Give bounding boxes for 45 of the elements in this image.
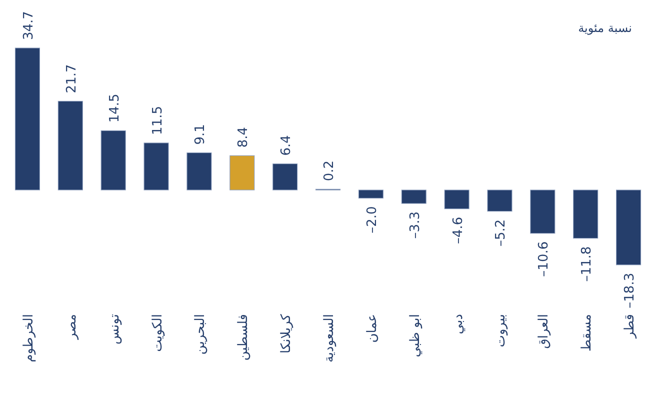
x-tick-label: الخرطوم — [21, 314, 36, 362]
data-label: 34.7 — [21, 11, 36, 40]
bar — [272, 164, 298, 190]
data-label: –3.3 — [408, 212, 423, 239]
x-tick-label: قطر — [622, 314, 638, 340]
bar — [401, 190, 426, 204]
x-tick-label: البحرين — [193, 314, 208, 355]
data-label: –5.2 — [494, 219, 509, 246]
data-label: 6.4 — [279, 135, 294, 156]
bar — [530, 190, 556, 234]
bar — [358, 190, 384, 198]
data-label: –18.3 — [622, 272, 638, 308]
x-tick-label: عمان — [364, 314, 380, 343]
data-label: –2.0 — [364, 206, 380, 234]
data-label: –10.6 — [536, 241, 552, 277]
x-tick-label: مسقط — [580, 314, 595, 352]
x-tick-label: ابو ظبي — [408, 314, 423, 358]
x-tick-label: فلسطين — [236, 314, 252, 361]
x-tick-label: كريلانكا — [279, 313, 294, 354]
bar — [616, 190, 642, 266]
bar — [14, 48, 40, 190]
bar — [144, 142, 169, 190]
data-label: –11.8 — [580, 246, 595, 282]
data-label: 8.4 — [236, 126, 252, 148]
data-label: 9.1 — [193, 124, 208, 145]
bar — [58, 100, 83, 190]
bar — [573, 190, 598, 239]
data-label: 0.2 — [322, 160, 337, 182]
data-label: 21.7 — [64, 64, 80, 94]
bar — [444, 190, 470, 210]
data-label: 14.5 — [107, 94, 122, 123]
data-label: –4.6 — [450, 216, 466, 244]
x-tick-label: السعودية — [322, 314, 337, 363]
x-tick-label: تونس — [107, 314, 122, 345]
x-tick-label: الكويت — [150, 314, 166, 352]
x-tick-label: مصر — [64, 314, 80, 340]
bar — [100, 130, 126, 190]
bar — [487, 190, 512, 212]
x-tick-label: العراق — [536, 314, 552, 349]
bar — [186, 152, 212, 190]
bar — [230, 155, 255, 190]
text: نسبة مئوية — [578, 21, 632, 35]
x-tick-label: دبي — [450, 314, 466, 334]
x-tick-label: بيروت — [494, 314, 509, 348]
data-label: 11.5 — [150, 106, 166, 135]
